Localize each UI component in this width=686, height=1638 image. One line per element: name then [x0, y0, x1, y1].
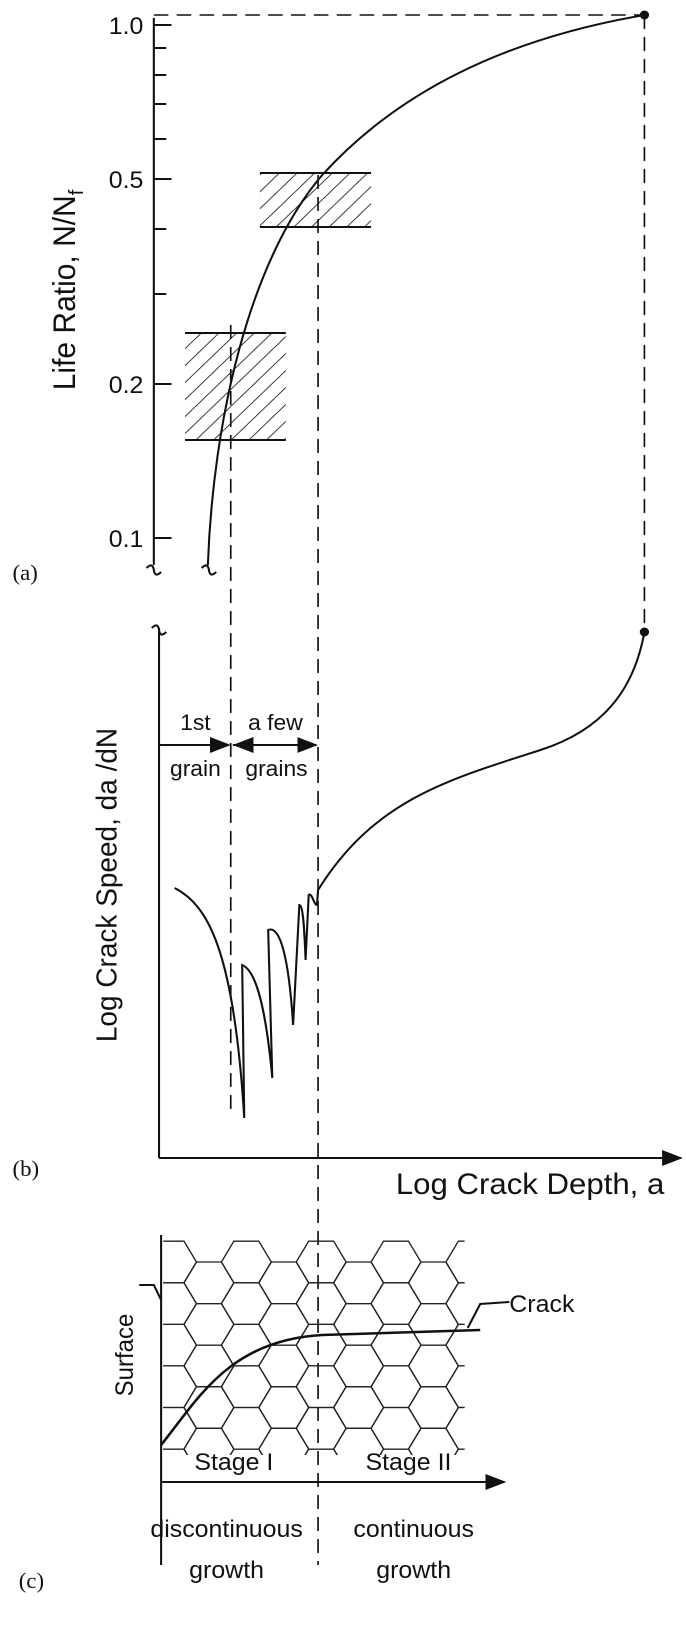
- speed-curve: [174, 631, 646, 1119]
- surface-label: Surface: [112, 1314, 140, 1397]
- y-tick-label: 0.2: [109, 372, 144, 398]
- stage-label: Stage II: [366, 1449, 452, 1475]
- grain: [295, 1323, 347, 1367]
- grain: [163, 1406, 198, 1450]
- zone-label: grain: [170, 756, 221, 781]
- grain: [370, 1282, 422, 1326]
- grain: [445, 1282, 465, 1326]
- stage-label: Stage I: [194, 1449, 273, 1475]
- grain: [445, 1240, 465, 1284]
- grain: [258, 1344, 310, 1388]
- grain: [370, 1240, 422, 1284]
- grain: [220, 1240, 273, 1284]
- grain: [163, 1323, 198, 1367]
- grain: [407, 1302, 460, 1346]
- crack-label: Crack: [509, 1291, 575, 1317]
- y-tick-label: 0.5: [109, 167, 144, 193]
- growth-label: discontinuous: [150, 1516, 303, 1542]
- end-point: [639, 10, 650, 20]
- grain: [370, 1406, 422, 1450]
- grain: [483, 1428, 533, 1470]
- grain: [332, 1302, 385, 1346]
- grain: [258, 1261, 310, 1305]
- scatter-band: [185, 333, 286, 440]
- grain: [483, 1345, 533, 1387]
- axis-break: [200, 564, 217, 576]
- grain: [445, 1406, 465, 1450]
- y-axis-label: Life Ratio, N/Nf: [47, 189, 88, 390]
- grain: [407, 1386, 460, 1429]
- grain: [483, 1387, 533, 1429]
- grain: [163, 1282, 198, 1326]
- axis-break: [145, 564, 162, 576]
- crack-leader: [466, 1301, 510, 1329]
- panel-a: 1.0 0.5 0.2 0.1 Life Ratio, N/Nf (a): [12, 10, 650, 632]
- minor-ticks: [153, 47, 167, 295]
- zone-label: grains: [245, 756, 307, 781]
- grain: [183, 1344, 235, 1388]
- grain: [183, 1302, 235, 1346]
- grain: [445, 1323, 465, 1367]
- axis-break: [151, 624, 168, 636]
- panel-c: Crack Surface Stage I Stage II discontin…: [19, 1235, 575, 1593]
- grain: [163, 1365, 198, 1409]
- growth-label: growth: [376, 1557, 451, 1583]
- grain: [163, 1448, 189, 1455]
- grain: [332, 1261, 385, 1305]
- grain: [183, 1261, 235, 1305]
- growth-label: continuous: [353, 1516, 474, 1542]
- grain: [258, 1386, 310, 1429]
- grain-grid: [163, 1240, 533, 1512]
- grain: [332, 1386, 385, 1429]
- grain: [220, 1323, 273, 1367]
- zone-label: a few: [248, 710, 303, 735]
- x-axis-label: Log Crack Depth, a: [396, 1168, 664, 1201]
- grain: [220, 1406, 273, 1450]
- grain: [332, 1344, 385, 1388]
- grain: [370, 1323, 422, 1367]
- label-text: Life Ratio, N/N: [47, 195, 82, 390]
- end-point: [639, 627, 650, 637]
- y-tick-label: 1.0: [109, 13, 144, 39]
- grain: [295, 1240, 347, 1284]
- grain: [259, 1470, 309, 1512]
- panel-label: (a): [12, 560, 37, 585]
- panel-label: (b): [12, 1156, 39, 1181]
- panel-b: Log Crack Speed, da /dN Log Crack Depth,…: [12, 624, 683, 1201]
- grain: [445, 1365, 465, 1409]
- grain: [258, 1302, 310, 1346]
- grain: [483, 1470, 533, 1512]
- crack-path: [160, 1328, 481, 1446]
- panel-label: (c): [19, 1568, 44, 1593]
- grain: [304, 1448, 338, 1455]
- grain: [407, 1344, 460, 1388]
- grain: [220, 1282, 273, 1326]
- grain: [163, 1240, 198, 1284]
- life-curve: [206, 14, 645, 566]
- grain: [370, 1365, 422, 1409]
- surface-leader: [139, 1284, 163, 1301]
- y-tick-label: 0.1: [109, 526, 144, 552]
- grain: [454, 1448, 465, 1455]
- zone-label: 1st: [180, 710, 211, 735]
- label-subscript: f: [66, 189, 88, 195]
- grain: [408, 1470, 458, 1512]
- guide-dashed: [153, 14, 646, 632]
- grain: [295, 1365, 347, 1409]
- grain: [334, 1470, 384, 1512]
- grain: [295, 1406, 347, 1450]
- grain: [220, 1365, 273, 1409]
- grain: [407, 1261, 460, 1305]
- y-axis-label: Log Crack Speed, da /dN: [91, 728, 124, 1042]
- growth-label: growth: [189, 1557, 264, 1583]
- major-ticks: [153, 24, 172, 539]
- grain: [295, 1282, 347, 1326]
- scatter-band: [259, 173, 372, 227]
- grain: [184, 1470, 234, 1512]
